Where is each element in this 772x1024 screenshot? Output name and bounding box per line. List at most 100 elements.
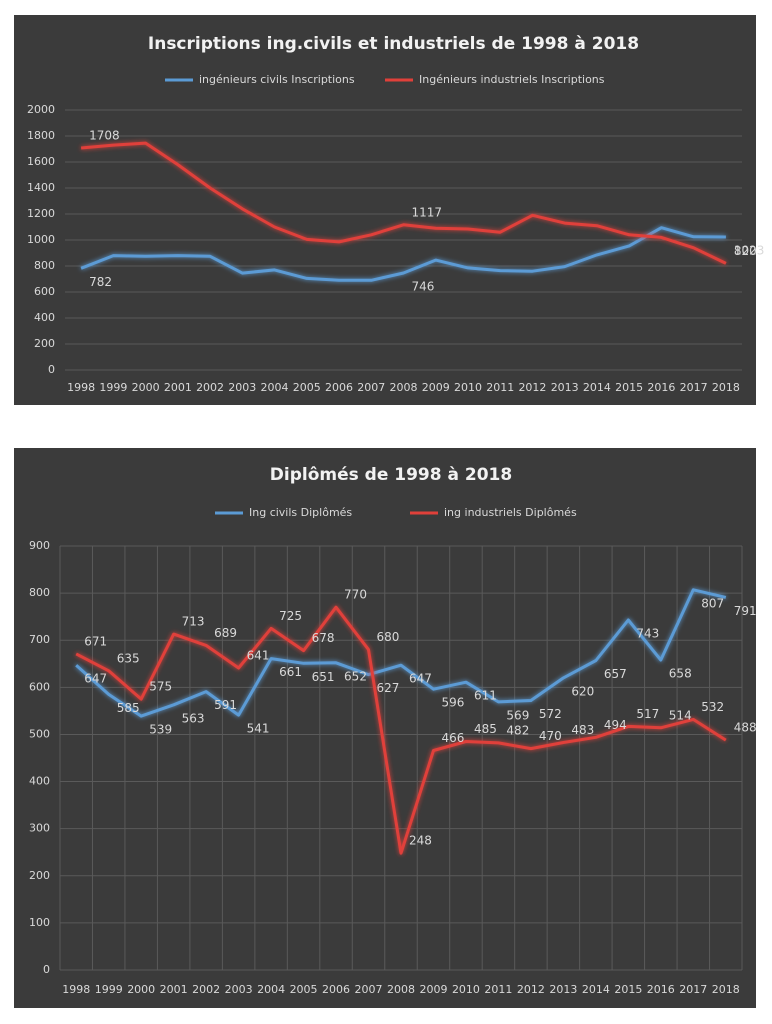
data-label: 651 — [312, 670, 335, 684]
data-label: 517 — [636, 707, 659, 721]
x-tick-label: 2017 — [680, 381, 708, 394]
y-tick-label: 600 — [29, 680, 50, 693]
y-tick-label: 400 — [34, 311, 55, 324]
x-tick-label: 2016 — [647, 381, 675, 394]
y-tick-label: 2000 — [27, 103, 55, 116]
x-tick-label: 2011 — [484, 983, 512, 996]
data-label: 466 — [441, 731, 464, 745]
data-label: 680 — [377, 630, 400, 644]
x-tick-label: 1999 — [99, 381, 127, 394]
legend-label: ingénieurs civils Inscriptions — [199, 73, 355, 86]
x-tick-label: 2011 — [486, 381, 514, 394]
panel — [14, 15, 756, 405]
x-tick-label: 2000 — [132, 381, 160, 394]
series-line — [80, 141, 727, 265]
y-tick-label: 1600 — [27, 155, 55, 168]
data-label: 652 — [344, 669, 367, 683]
x-tick-label: 1998 — [62, 983, 90, 996]
chart-title: Inscriptions ing.civils et industriels d… — [148, 34, 639, 54]
data-label: 248 — [409, 834, 432, 848]
series-line — [75, 588, 727, 718]
y-tick-label: 0 — [43, 963, 50, 976]
x-tick-label: 2003 — [225, 983, 253, 996]
data-label: 647 — [409, 672, 432, 686]
data-label: 611 — [474, 689, 497, 703]
data-label: 678 — [312, 631, 335, 645]
data-label: 470 — [539, 729, 562, 743]
y-tick-label: 1800 — [27, 129, 55, 142]
y-tick-label: 800 — [34, 259, 55, 272]
data-label: 1023 — [734, 244, 765, 258]
y-tick-label: 1000 — [27, 233, 55, 246]
y-tick-label: 200 — [34, 337, 55, 350]
data-label: 1708 — [89, 128, 120, 142]
data-label: 620 — [571, 684, 594, 698]
data-label: 657 — [604, 667, 627, 681]
y-tick-label: 1200 — [27, 207, 55, 220]
data-label: 658 — [669, 667, 692, 681]
data-label: 532 — [701, 700, 724, 714]
data-label: 713 — [182, 615, 205, 629]
legend-label: ing industriels Diplômés — [444, 506, 577, 519]
x-tick-label: 2013 — [549, 983, 577, 996]
data-label: 483 — [571, 723, 594, 737]
x-tick-label: 2013 — [551, 381, 579, 394]
x-tick-label: 2016 — [647, 983, 675, 996]
x-tick-label: 2012 — [517, 983, 545, 996]
x-tick-label: 2014 — [583, 381, 611, 394]
x-tick-label: 2007 — [355, 983, 383, 996]
x-tick-label: 2009 — [422, 381, 450, 394]
data-label: 627 — [377, 681, 400, 695]
x-tick-label: 2002 — [192, 983, 220, 996]
x-tick-label: 2000 — [127, 983, 155, 996]
x-tick-label: 2017 — [679, 983, 707, 996]
data-label: 661 — [279, 665, 302, 679]
data-label: 770 — [344, 588, 367, 602]
y-tick-label: 100 — [29, 916, 50, 929]
data-label: 671 — [84, 634, 107, 648]
chart-title: Diplômés de 1998 à 2018 — [270, 465, 512, 485]
data-label: 746 — [412, 280, 435, 294]
data-label: 569 — [506, 708, 529, 722]
data-label: 572 — [539, 707, 562, 721]
x-tick-label: 2018 — [712, 381, 740, 394]
legend-label: Ingénieurs industriels Inscriptions — [419, 73, 605, 86]
data-label: 494 — [604, 718, 627, 732]
x-tick-label: 2006 — [325, 381, 353, 394]
x-tick-label: 2015 — [614, 983, 642, 996]
x-tick-label: 2010 — [454, 381, 482, 394]
x-tick-label: 1999 — [95, 983, 123, 996]
data-label: 591 — [214, 698, 237, 712]
legend-label: Ing civils Diplômés — [249, 506, 352, 519]
data-label: 689 — [214, 626, 237, 640]
x-tick-label: 2012 — [518, 381, 546, 394]
x-tick-label: 2004 — [261, 381, 289, 394]
data-label: 647 — [84, 672, 107, 686]
y-tick-label: 0 — [48, 363, 55, 376]
y-tick-label: 300 — [29, 822, 50, 835]
x-tick-label: 2001 — [164, 381, 192, 394]
y-tick-label: 700 — [29, 633, 50, 646]
x-tick-label: 2008 — [387, 983, 415, 996]
data-label: 1117 — [412, 205, 443, 219]
data-label: 641 — [247, 649, 270, 663]
x-tick-label: 2018 — [712, 983, 740, 996]
y-tick-label: 400 — [29, 775, 50, 788]
data-label: 541 — [247, 722, 270, 736]
data-label: 807 — [701, 596, 724, 610]
x-tick-label: 2008 — [390, 381, 418, 394]
data-label: 585 — [117, 701, 140, 715]
data-label: 791 — [734, 604, 757, 618]
x-tick-label: 2002 — [196, 381, 224, 394]
data-label: 782 — [89, 275, 112, 289]
x-tick-label: 2010 — [452, 983, 480, 996]
data-label: 563 — [182, 711, 205, 725]
data-label: 485 — [474, 722, 497, 736]
y-tick-label: 600 — [34, 285, 55, 298]
x-tick-label: 2015 — [615, 381, 643, 394]
x-tick-label: 2009 — [419, 983, 447, 996]
data-label: 539 — [149, 723, 172, 737]
series-line — [75, 605, 727, 855]
x-tick-label: 2005 — [290, 983, 318, 996]
